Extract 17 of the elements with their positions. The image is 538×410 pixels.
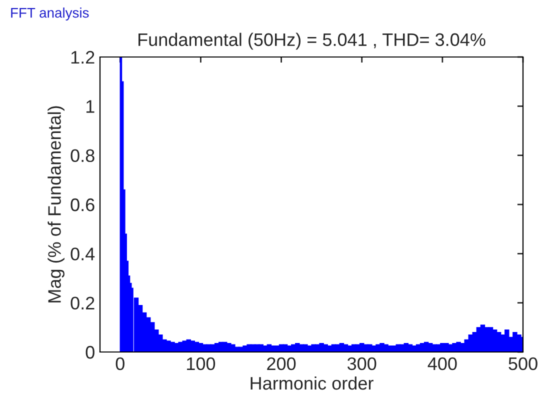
y-tick-label: 0.8 [70, 149, 94, 162]
y-tick-label: 1.2 [71, 50, 94, 64]
y-tick-label: 0.6 [70, 198, 94, 212]
chart-title: Fundamental (50Hz) = 5.041 , THD= 3.04% [138, 32, 486, 50]
y-tick-label: 1 [86, 100, 94, 113]
x-tick-label: 0 [116, 357, 124, 370]
x-tick-label: 500 [508, 357, 538, 370]
x-tick-label: 100 [187, 357, 216, 370]
x-axis-title: Harmonic order [250, 376, 374, 390]
y-axis-title: Mag (% of Fundamental) [48, 106, 64, 302]
y-tick-label: 0.4 [70, 248, 95, 260]
x-tick-label: 200 [267, 357, 296, 370]
x-tick-label: 400 [428, 357, 457, 370]
text: FFT analysis [11, 8, 89, 20]
y-tick-label: 0.2 [70, 296, 94, 310]
x-tick-label: 300 [347, 357, 376, 370]
y-tick-label: 0 [86, 346, 94, 359]
